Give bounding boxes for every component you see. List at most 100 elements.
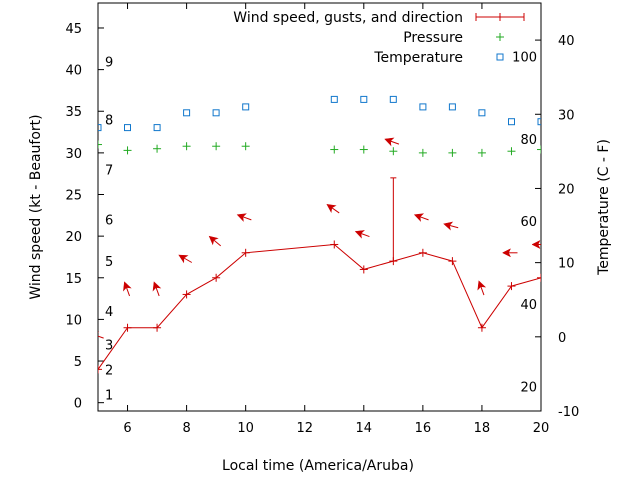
wind-speed-point [448,257,457,266]
beaufort-label: 9 [105,55,113,70]
plot-frame [97,2,542,412]
wind-speed-point [359,265,368,274]
y2-tick-label: 30 [558,108,575,123]
y2-tick-label: 20 [558,182,575,197]
x-tick-label: 12 [296,421,313,436]
axes: 6 8 10 12 14 16 18 20051015202530354045-1001020… [65,3,579,436]
temperature-point [478,109,486,117]
wind-direction-arrow [236,213,252,222]
pressure-point [212,142,221,151]
x-tick-label: 8 [182,421,190,436]
temperature-point [153,124,161,132]
wind-direction-arrow [501,248,518,258]
pressure-point [477,148,486,157]
wind-direction-arrow [123,281,132,297]
temperature-point [448,103,456,111]
y2-tick-label: -10 [558,405,579,420]
beaufort-label: 7 [105,164,113,179]
pressure-point [182,142,191,151]
y-tick-label: 20 [65,230,82,245]
x-tick-label: 18 [474,421,491,436]
pressure-point [448,148,457,157]
pressure-point [153,144,162,153]
wind-speed-point [241,248,250,257]
wind-direction-arrow [208,235,222,247]
pressure-point [389,147,398,156]
beaufort-label: 4 [105,305,113,320]
legend-swatch-pressure [496,33,504,41]
pressure-point [537,145,541,154]
wind-direction-arrow [477,280,487,296]
wind-speed-point [477,323,486,332]
temperature-point [124,124,131,132]
wind-direction-arrow [531,239,541,250]
temperature-point [389,95,397,103]
wind-speed-point [153,323,162,332]
wind-speed-point [330,240,339,249]
y-tick-label: 15 [65,272,82,287]
pressure-point [507,147,516,156]
temperature-point [360,95,368,103]
x-tick-label: 6 [123,421,131,436]
legend-label-wind: Wind speed, gusts, and direction [233,10,463,26]
y2-axis-title: Temperature (C - F) [596,139,612,276]
y2-tick-label: 0 [558,331,566,346]
x-tick-label: 10 [237,421,254,436]
beaufort-label: 5 [105,255,113,270]
beaufort-label: 2 [105,363,113,378]
x-tick-label: 14 [356,421,373,436]
wind-speed-point [98,365,102,374]
wind-direction-arrow [413,213,429,222]
y-tick-label: 40 [65,64,82,79]
pressure-point [98,140,102,149]
legend-label-temperature: Temperature [373,50,463,66]
y2-tick-label: 40 [558,34,575,49]
beaufort-label: 1 [105,388,113,403]
y-tick-label: 45 [65,22,82,37]
wind-direction-arrow [354,230,370,239]
y-tick-label: 25 [65,189,82,204]
wind-direction-arrow [443,221,459,231]
temperature-point [330,95,338,103]
wind-speed-line [98,243,541,370]
wind-speed-point [537,273,541,282]
y-tick-label: 5 [74,355,82,370]
series [98,95,571,374]
wind-direction-arrow [326,204,340,214]
beaufort-label: 3 [105,338,113,353]
pressure-point [241,142,250,151]
wind-direction-arrow [556,249,571,257]
fahrenheit-label: 80 [520,133,537,148]
fahrenheit-label: 60 [520,215,537,230]
y-tick-label: 35 [65,105,82,120]
y-tick-label: 0 [74,397,82,412]
pressure-point [418,148,427,157]
wind-speed-point [507,282,516,291]
legend: Wind speed, gusts, and direction Pressur… [233,10,525,66]
wind-speed-point [418,248,427,257]
wind-direction-arrow [384,137,400,147]
wind-speed-point [182,290,191,299]
y-tick-label: 30 [65,147,82,162]
legend-label-pressure: Pressure [403,30,463,46]
temperature-point [537,118,541,126]
wind-speed-point [123,323,132,332]
y-tick-label: 10 [65,313,82,328]
x-tick-label: 16 [415,421,432,436]
fahrenheit-label: 40 [520,298,537,313]
wind-direction-arrow [98,331,104,341]
pressure-point [123,146,132,155]
y2-tick-label: 10 [558,257,575,272]
legend-swatch-temperature [496,53,504,61]
temperature-point [419,103,427,111]
x-tick-label: 20 [533,421,550,436]
plot-contents [98,95,571,374]
temperature-point [508,118,515,126]
pressure-point [359,145,368,154]
temperature-point [242,103,250,111]
wind-speed-point [212,273,221,282]
beaufort-label: 8 [105,114,113,129]
fahrenheit-label: 20 [520,381,537,396]
beaufort-label: 6 [105,213,113,228]
